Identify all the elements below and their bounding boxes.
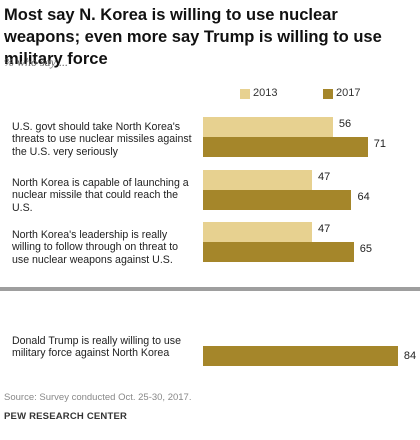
value-label-2017-row-2: 64 bbox=[357, 191, 370, 203]
legend-swatch-2013 bbox=[240, 89, 250, 99]
category-label-3: North Korea's leadership is really willi… bbox=[12, 229, 179, 266]
category-label-2: North Korea is capable of launching a nu… bbox=[12, 177, 189, 214]
chart-title: Most say N. Korea is willing to use nucl… bbox=[4, 6, 382, 68]
category-label-4: Donald Trump is really willing to use mi… bbox=[12, 335, 181, 360]
value-label-2013-row-1: 56 bbox=[338, 118, 352, 130]
category-label-1: U.S. govt should take North Korea's thre… bbox=[12, 121, 192, 158]
bar-2017-row-4 bbox=[203, 346, 398, 366]
legend-label-2013: 2013 bbox=[253, 87, 278, 99]
value-label-2017-row-3: 65 bbox=[359, 243, 373, 255]
legend-swatch-2017 bbox=[323, 89, 333, 99]
value-label-2017-row-4: 84 bbox=[403, 350, 417, 362]
bar-2017-row-1 bbox=[203, 137, 368, 157]
source-note: Source: Survey conducted Oct. 25-30, 201… bbox=[4, 392, 192, 403]
value-label-2017-row-1: 71 bbox=[373, 138, 386, 150]
legend-label-2017: 2017 bbox=[336, 87, 361, 99]
bar-2017-row-3 bbox=[203, 242, 354, 262]
bar-2013-row-1 bbox=[203, 117, 333, 137]
section-divider bbox=[0, 287, 420, 291]
bar-2013-row-2 bbox=[203, 170, 313, 190]
chart-subtitle: % who say ... bbox=[4, 55, 68, 69]
bar-2017-row-2 bbox=[203, 190, 352, 210]
bar-2013-row-3 bbox=[203, 222, 313, 242]
value-label-2013-row-2: 47 bbox=[318, 171, 331, 183]
value-label-2013-row-3: 47 bbox=[318, 223, 331, 235]
organization-credit: PEW RESEARCH CENTER bbox=[4, 411, 128, 422]
